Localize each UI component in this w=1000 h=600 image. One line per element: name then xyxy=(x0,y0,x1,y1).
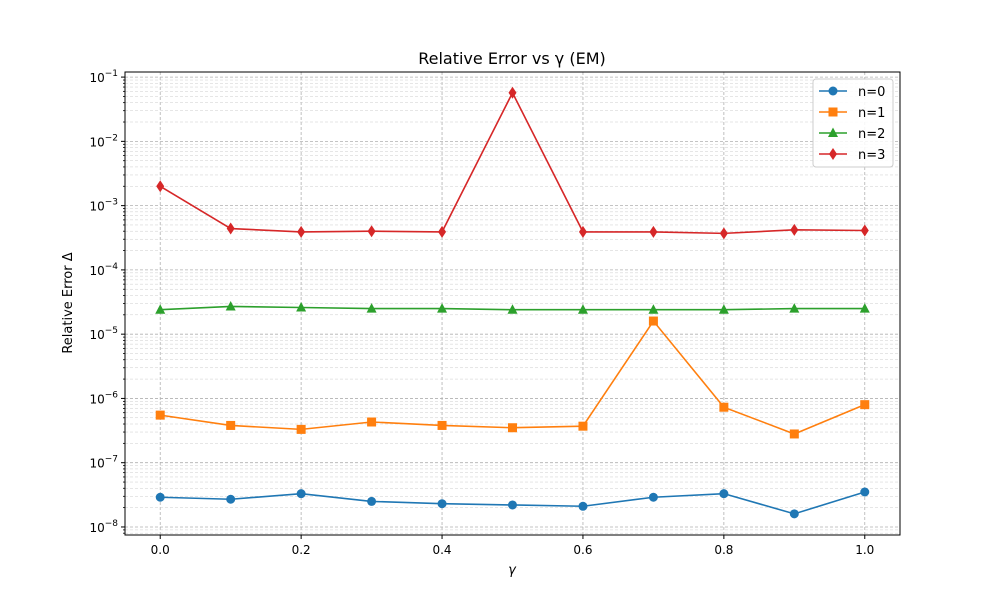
data-point xyxy=(508,423,517,433)
legend-label: n=0 xyxy=(858,85,885,100)
legend-entry: n=0 xyxy=(819,85,885,100)
series-n-1 xyxy=(155,316,870,439)
data-point xyxy=(296,489,306,499)
legend-marker xyxy=(828,107,838,117)
data-point xyxy=(860,400,870,410)
data-point xyxy=(507,304,518,314)
y-tick-label: 10−5 xyxy=(89,326,118,342)
data-point xyxy=(437,420,447,430)
data-point xyxy=(367,496,377,506)
y-tick-label: 10−1 xyxy=(89,69,118,85)
x-tick-label: 0.2 xyxy=(292,543,311,557)
series-n-3 xyxy=(156,86,869,240)
data-point xyxy=(367,225,376,238)
data-point xyxy=(226,222,235,235)
data-point xyxy=(296,301,307,312)
data-point xyxy=(437,303,448,313)
data-point xyxy=(577,304,588,314)
data-point xyxy=(508,86,517,99)
chart-title: Relative Error vs γ (EM) xyxy=(418,49,606,68)
data-point xyxy=(156,180,165,193)
legend-entry: n=3 xyxy=(819,148,885,163)
legend-label: n=3 xyxy=(858,148,885,163)
data-point xyxy=(860,487,870,497)
legend-entry: n=1 xyxy=(819,106,885,121)
data-point xyxy=(297,225,306,238)
legend-marker xyxy=(828,86,838,96)
series-n-0 xyxy=(155,487,870,519)
y-axis-label: Relative Error Δ xyxy=(61,252,76,353)
legend: n=0 n=1 n=2 n=3 xyxy=(812,78,894,168)
data-point xyxy=(437,499,447,509)
data-point xyxy=(789,303,800,313)
legend-box xyxy=(812,78,894,168)
y-tick-label: 10−2 xyxy=(89,133,118,149)
data-point xyxy=(438,225,447,238)
x-tick-label: 0.4 xyxy=(432,543,451,557)
x-tick-label: 0.8 xyxy=(714,543,733,557)
data-point xyxy=(648,304,659,314)
legend-label: n=1 xyxy=(858,106,885,121)
x-axis: 0.0 0.2 0.4 0.6 0.8 1.0 xyxy=(151,535,874,557)
legend-marker xyxy=(829,148,837,160)
y-axis: 10−8 10−7 10−6 10−5 10−4 10−3 10−2 10−1 xyxy=(89,69,125,535)
data-point xyxy=(578,421,588,431)
data-point xyxy=(155,410,165,420)
data-point xyxy=(648,492,658,502)
data-point xyxy=(578,501,588,511)
data-point xyxy=(508,500,517,510)
data-point xyxy=(578,225,587,238)
series-n-2 xyxy=(155,300,870,314)
data-point xyxy=(859,303,870,313)
data-point xyxy=(790,223,799,236)
legend-marker xyxy=(828,127,838,137)
data-point xyxy=(226,420,236,430)
data-point xyxy=(860,224,869,237)
data-point xyxy=(719,489,729,499)
data-point xyxy=(718,304,729,314)
y-tick-label: 10−7 xyxy=(89,455,118,471)
data-point xyxy=(789,509,799,519)
y-tick-label: 10−3 xyxy=(89,198,118,214)
data-point xyxy=(367,417,377,427)
y-tick-label: 10−6 xyxy=(89,390,118,406)
data-point xyxy=(789,429,799,439)
data-point xyxy=(226,494,236,504)
data-point xyxy=(649,225,658,238)
y-tick-label: 10−4 xyxy=(89,262,118,278)
x-axis-label: γ xyxy=(508,563,517,578)
data-point xyxy=(648,316,658,326)
data-point xyxy=(719,227,728,240)
data-point xyxy=(225,300,236,311)
x-tick-label: 0.6 xyxy=(573,543,592,557)
data-point xyxy=(366,303,377,313)
series-layer xyxy=(155,86,870,519)
legend-label: n=2 xyxy=(858,127,885,142)
x-tick-label: 0.0 xyxy=(151,543,170,557)
y-tick-label: 10−8 xyxy=(89,519,118,535)
data-point xyxy=(155,492,165,502)
data-point xyxy=(719,402,729,412)
x-tick-label: 1.0 xyxy=(855,543,874,557)
legend-entry: n=2 xyxy=(819,127,885,142)
data-point xyxy=(296,424,306,434)
data-point xyxy=(155,304,166,314)
